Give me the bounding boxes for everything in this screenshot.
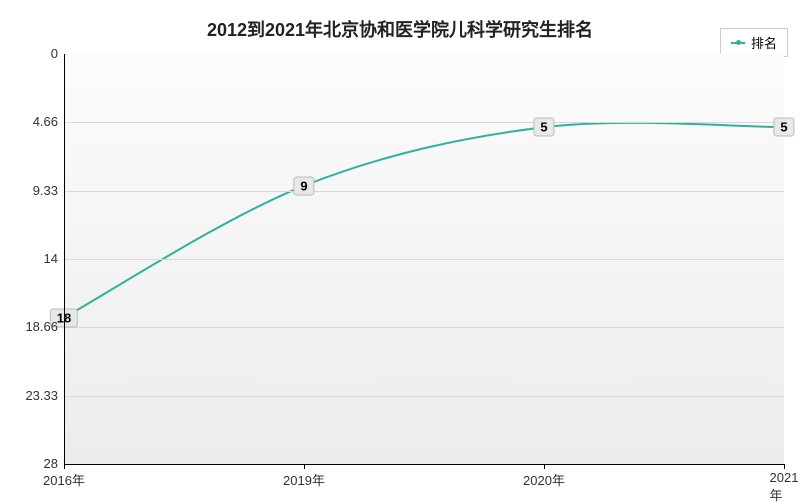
x-tick-label: 2019年 xyxy=(283,470,325,489)
data-label: 5 xyxy=(533,118,554,137)
x-tick-label: 2021年 xyxy=(770,470,799,504)
y-tick-label: 0 xyxy=(51,46,58,61)
x-tick-label: 2016年 xyxy=(43,470,85,489)
series-line xyxy=(64,123,784,318)
gridline xyxy=(64,191,784,192)
x-tick-label: 2020年 xyxy=(523,470,565,489)
x-tick xyxy=(784,464,785,469)
legend-label: 排名 xyxy=(751,33,777,52)
x-axis-line xyxy=(64,464,784,465)
legend-marker-icon xyxy=(731,42,745,44)
ranking-line-chart: 2012到2021年北京协和医学院儿科学研究生排名 排名 18955 04.66… xyxy=(0,0,800,500)
chart-title: 2012到2021年北京协和医学院儿科学研究生排名 xyxy=(0,16,800,42)
data-label: 5 xyxy=(773,118,794,137)
data-label: 9 xyxy=(293,176,314,195)
plot-area: 18955 xyxy=(64,54,784,464)
chart-legend: 排名 xyxy=(720,28,788,57)
y-tick-label: 23.33 xyxy=(25,388,58,403)
gridline xyxy=(64,122,784,123)
y-tick-label: 9.33 xyxy=(33,183,58,198)
y-tick-label: 18.66 xyxy=(25,319,58,334)
gridline xyxy=(64,259,784,260)
gridline xyxy=(64,327,784,328)
y-tick-label: 14 xyxy=(44,251,58,266)
gridline xyxy=(64,396,784,397)
y-axis-line xyxy=(64,54,65,464)
y-tick-label: 28 xyxy=(44,456,58,471)
y-tick-label: 4.66 xyxy=(33,114,58,129)
